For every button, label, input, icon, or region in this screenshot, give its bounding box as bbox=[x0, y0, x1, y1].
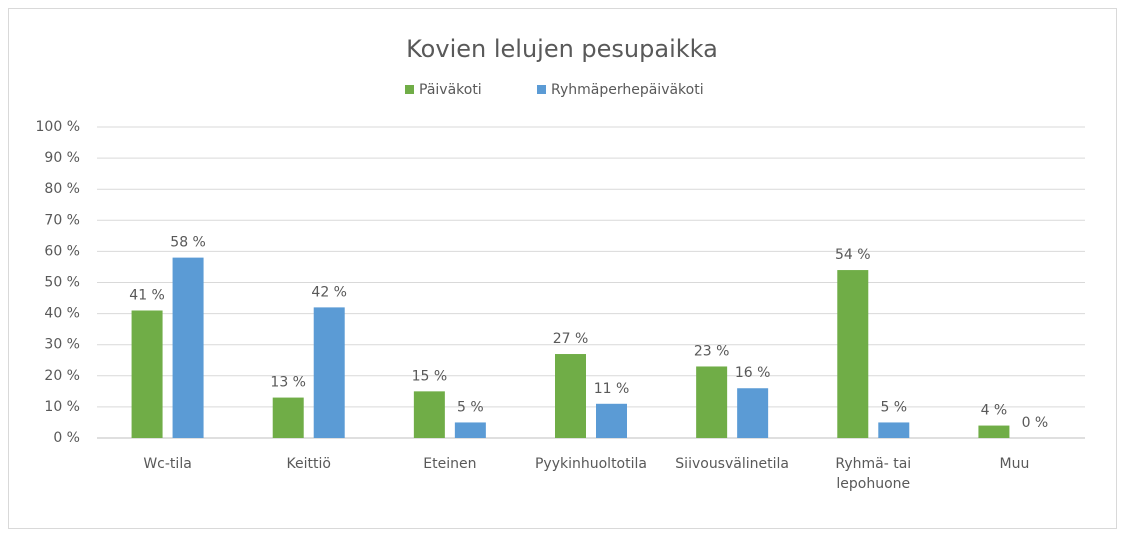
bar bbox=[878, 422, 910, 438]
data-label: 42 % bbox=[311, 284, 347, 300]
data-label: 54 % bbox=[835, 247, 871, 263]
bar bbox=[737, 388, 769, 438]
x-tick-label: Wc-tila bbox=[143, 456, 192, 472]
legend-label: Ryhmäperhepäiväkoti bbox=[551, 82, 704, 98]
data-label: 41 % bbox=[129, 287, 165, 303]
y-tick-label: 100 % bbox=[36, 119, 80, 135]
x-tick-label-box: Pyykinhuoltotila bbox=[534, 456, 647, 472]
bar bbox=[978, 425, 1010, 438]
y-tick-label: 20 % bbox=[44, 368, 80, 384]
x-tick-label: Pyykinhuoltotila bbox=[534, 456, 647, 472]
y-tick-label: 80 % bbox=[44, 181, 80, 197]
legend-swatch bbox=[537, 85, 546, 94]
bar bbox=[172, 257, 204, 438]
x-tick-label: Keittiö bbox=[286, 456, 331, 472]
data-label: 5 % bbox=[457, 399, 484, 415]
y-tick-label: 10 % bbox=[44, 399, 80, 415]
bar bbox=[413, 391, 445, 438]
data-label: 58 % bbox=[170, 235, 206, 251]
legend-swatch bbox=[405, 85, 414, 94]
y-tick-label: 40 % bbox=[44, 306, 80, 322]
chart-title: Kovien lelujen pesupaikka bbox=[406, 35, 718, 63]
x-tick-label: Ryhmä- tai lepohuone bbox=[835, 456, 912, 492]
data-label: 15 % bbox=[412, 368, 448, 384]
data-label: 13 % bbox=[270, 375, 306, 391]
x-tick-label: Siivousvälinetila bbox=[675, 456, 789, 472]
data-label: 27 % bbox=[553, 331, 589, 347]
x-tick-label-box: Muu bbox=[999, 456, 1030, 472]
data-label: 0 % bbox=[1022, 415, 1049, 431]
legend-label: Päiväkoti bbox=[419, 82, 482, 98]
bar bbox=[131, 310, 163, 438]
bar bbox=[313, 307, 345, 438]
bar bbox=[596, 403, 627, 438]
data-label: 11 % bbox=[594, 381, 630, 397]
bar bbox=[454, 422, 486, 438]
x-tick-label-box: Wc-tila bbox=[143, 456, 192, 472]
bar bbox=[555, 354, 586, 438]
data-label: 5 % bbox=[880, 399, 907, 415]
y-tick-label: 50 % bbox=[44, 275, 80, 291]
y-tick-label: 30 % bbox=[44, 337, 80, 353]
y-tick-label: 90 % bbox=[44, 150, 80, 166]
x-tick-label: Eteinen bbox=[423, 456, 477, 472]
x-tick-label-box: Siivousvälinetila bbox=[675, 456, 789, 472]
x-tick-label: Muu bbox=[999, 456, 1030, 472]
x-tick-label-box: Keittiö bbox=[286, 456, 331, 472]
data-label: 4 % bbox=[981, 403, 1008, 419]
y-tick-label: 70 % bbox=[44, 212, 80, 228]
x-tick-label-box: Ryhmä- tai lepohuone bbox=[835, 456, 912, 492]
bar bbox=[837, 270, 869, 438]
y-tick-label: 0 % bbox=[53, 430, 80, 446]
x-tick-label-box: Eteinen bbox=[423, 456, 477, 472]
bar bbox=[696, 366, 728, 438]
data-label: 16 % bbox=[735, 365, 771, 381]
data-label: 23 % bbox=[694, 343, 730, 359]
y-tick-label: 60 % bbox=[44, 243, 80, 259]
bar bbox=[272, 397, 304, 438]
